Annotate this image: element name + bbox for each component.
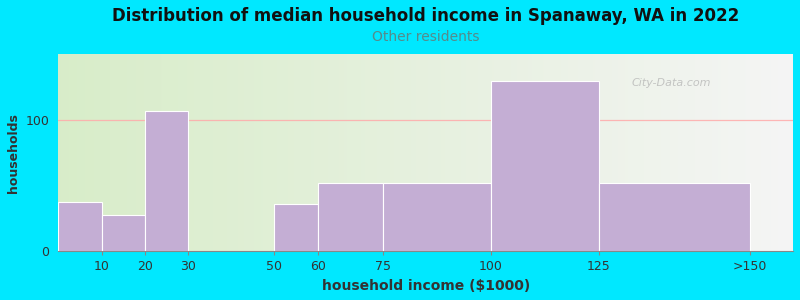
Bar [382, 183, 490, 251]
Bar [145, 111, 188, 251]
Bar [598, 183, 750, 251]
Bar [318, 183, 382, 251]
Bar [102, 215, 145, 251]
Title: Distribution of median household income in Spanaway, WA in 2022: Distribution of median household income … [112, 7, 739, 25]
Bar [274, 204, 318, 251]
Text: Other residents: Other residents [372, 30, 479, 44]
X-axis label: household income ($1000): household income ($1000) [322, 279, 530, 293]
Text: City-Data.com: City-Data.com [631, 78, 711, 88]
Y-axis label: households: households [7, 113, 20, 193]
Bar [58, 202, 102, 251]
Bar [490, 81, 598, 251]
